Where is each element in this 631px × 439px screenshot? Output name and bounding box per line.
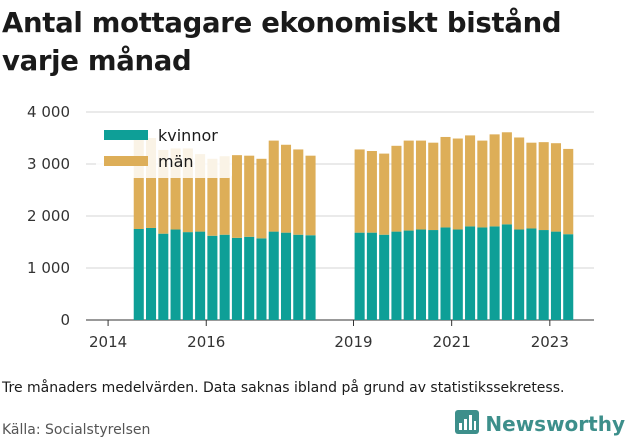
bar-man	[550, 143, 561, 232]
bar-kvinnor	[195, 231, 206, 320]
x-tick-label: 2023	[531, 333, 569, 351]
bar-kvinnor	[305, 235, 316, 320]
bar-chart-icon	[455, 410, 480, 438]
bar-kvinnor	[477, 227, 488, 320]
bar-man	[280, 144, 292, 233]
bar-kvinnor	[354, 232, 365, 320]
y-tick-label: 3 000	[27, 155, 70, 173]
legend-item-kvinnor: kvinnor	[104, 122, 218, 148]
bar-man	[526, 142, 537, 229]
bar-kvinnor	[489, 226, 500, 320]
bar-man	[391, 145, 402, 232]
y-tick-label: 0	[60, 311, 70, 329]
bar-kvinnor	[526, 228, 537, 320]
legend-label-kvinnor: kvinnor	[158, 125, 218, 145]
bar-kvinnor	[207, 235, 218, 320]
bar-man	[465, 135, 476, 227]
bar-man	[403, 140, 414, 231]
y-tick-label: 4 000	[27, 103, 70, 121]
x-tick-label: 2021	[433, 333, 471, 351]
bar-man	[158, 149, 169, 234]
y-tick-label: 1 000	[27, 259, 70, 277]
legend-swatch-man	[104, 156, 148, 166]
bar-kvinnor	[428, 230, 439, 320]
bar-man	[354, 149, 365, 233]
y-tick-label: 2 000	[27, 207, 70, 225]
bar-kvinnor	[170, 229, 181, 320]
bar-man	[379, 153, 390, 235]
bar-man	[195, 154, 206, 232]
bar-man	[477, 140, 488, 228]
bar-man	[293, 149, 304, 235]
bar-man	[146, 138, 157, 228]
bar-kvinnor	[514, 229, 525, 320]
bar-man	[133, 138, 144, 229]
bar-man	[231, 155, 242, 238]
bar-man	[268, 140, 279, 232]
bar-man	[563, 148, 574, 235]
bar-man	[256, 158, 267, 239]
bar-man	[244, 155, 255, 237]
bar-kvinnor	[366, 232, 377, 320]
bar-man	[440, 136, 451, 228]
bar-kvinnor	[452, 229, 463, 320]
bars-layer	[133, 132, 574, 320]
x-tick-label: 2014	[89, 333, 127, 351]
bar-kvinnor	[231, 237, 242, 320]
bar-kvinnor	[501, 224, 512, 320]
legend-label-man: män	[158, 151, 194, 171]
bar-kvinnor	[465, 226, 476, 320]
bar-kvinnor	[182, 232, 193, 320]
source-credit: Källa: Socialstyrelsen	[2, 422, 151, 438]
brand-name: Newsworthy	[485, 412, 625, 436]
bar-man	[170, 148, 181, 230]
bar-kvinnor	[440, 227, 451, 320]
bar-man	[428, 142, 439, 231]
bar-kvinnor	[158, 233, 169, 320]
bar-man	[538, 142, 549, 231]
chart-footnote: Tre månaders medelvärden. Data saknas ib…	[2, 380, 565, 396]
axis-layer: 0 1 000 2 000 3 000 4 000 2014 2016 2019 2021 202…	[27, 103, 569, 351]
bar-man	[452, 138, 463, 230]
bar-kvinnor	[415, 229, 427, 320]
bar-kvinnor	[244, 236, 255, 320]
bar-kvinnor	[563, 234, 574, 320]
x-tick-label: 2016	[187, 333, 225, 351]
bar-man	[415, 140, 427, 230]
bar-man	[489, 134, 500, 227]
bar-kvinnor	[293, 234, 304, 320]
bar-man	[207, 158, 218, 236]
bar-kvinnor	[403, 230, 414, 320]
bar-man	[514, 137, 525, 230]
bar-man	[366, 151, 377, 233]
legend-item-man: män	[104, 148, 218, 174]
legend: kvinnor män	[96, 118, 232, 178]
bar-man	[305, 155, 316, 236]
bar-kvinnor	[268, 231, 279, 320]
bar-man	[182, 148, 193, 233]
brand-logo[interactable]: Newsworthy	[455, 410, 625, 438]
bar-kvinnor	[391, 231, 402, 320]
bar-kvinnor	[146, 227, 157, 320]
bar-kvinnor	[538, 230, 549, 320]
bar-kvinnor	[133, 229, 144, 320]
legend-swatch-kvinnor	[104, 130, 148, 140]
bar-kvinnor	[219, 234, 230, 320]
bar-kvinnor	[256, 238, 267, 320]
x-tick-label: 2019	[334, 333, 372, 351]
bar-man	[501, 132, 512, 225]
bar-kvinnor	[550, 231, 561, 320]
bar-man	[219, 156, 230, 235]
bar-kvinnor	[280, 232, 292, 320]
bar-kvinnor	[379, 234, 390, 320]
chart-title: Antal mottagare ekonomiskt bistånd varje…	[2, 7, 562, 77]
